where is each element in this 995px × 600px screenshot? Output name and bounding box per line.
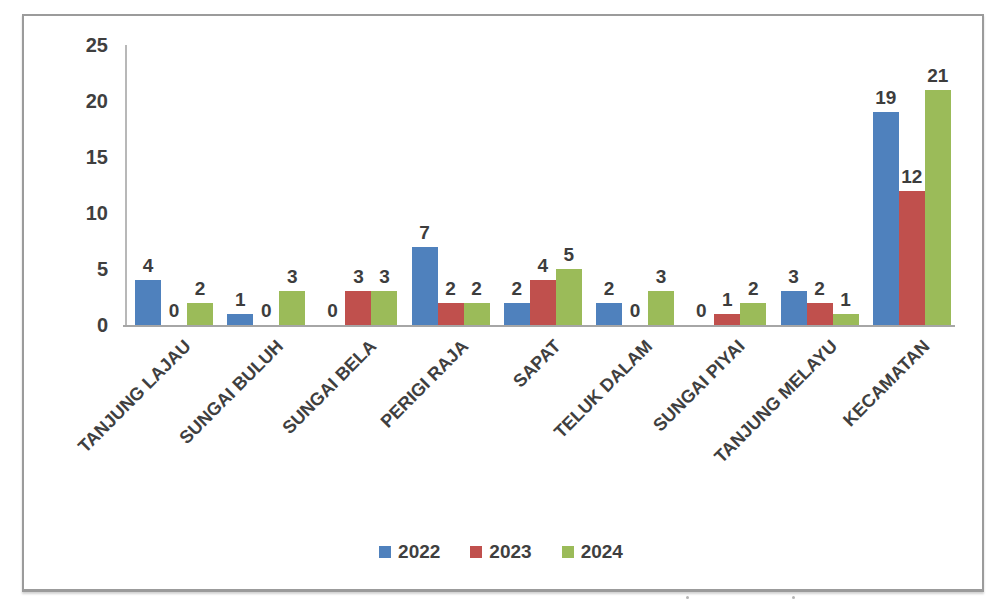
legend-label: 2024 xyxy=(581,541,623,563)
bar-value-label: 7 xyxy=(403,222,447,244)
y-tick-label: 10 xyxy=(38,202,108,224)
cropped-text-artifact xyxy=(686,596,689,599)
bar-2022-sapat xyxy=(504,303,530,325)
y-axis-line xyxy=(125,45,127,325)
legend-swatch-icon xyxy=(379,546,391,558)
bar-value-label: 4 xyxy=(126,255,170,277)
y-tick-label: 0 xyxy=(38,314,108,336)
bar-2024-teluk-dalam xyxy=(648,291,674,325)
legend-swatch-icon xyxy=(562,546,574,558)
bar-value-label: 3 xyxy=(639,266,683,288)
bar-2024-tanjung-lajau xyxy=(187,303,213,325)
bar-value-label: 1 xyxy=(824,289,868,311)
bar-2022-kecamatan xyxy=(873,112,899,325)
y-tick-label: 20 xyxy=(38,90,108,112)
bar-2023-sapat xyxy=(530,280,556,325)
legend-item-2023: 2023 xyxy=(470,541,531,563)
bar-2024-sungai-buluh xyxy=(279,291,305,325)
bar-2024-sapat xyxy=(556,269,582,325)
bar-2024-tanjung-melayu xyxy=(833,314,859,325)
bar-2024-perigi-raja xyxy=(464,303,490,325)
y-tick-label: 25 xyxy=(38,34,108,56)
bar-2024-sungai-bela xyxy=(371,291,397,325)
bar-2024-sungai-piyai xyxy=(740,303,766,325)
bar-value-label: 2 xyxy=(455,278,499,300)
bar-value-label: 3 xyxy=(270,266,314,288)
legend: 2022 2023 2024 xyxy=(22,538,980,566)
bar-value-label: 2 xyxy=(178,278,222,300)
bar-2023-perigi-raja xyxy=(438,303,464,325)
legend-label: 2023 xyxy=(489,541,531,563)
bar-value-label: 3 xyxy=(362,266,406,288)
cropped-text-artifact xyxy=(792,596,795,599)
bar-value-label: 2 xyxy=(731,278,775,300)
bar-2023-sungai-piyai xyxy=(714,314,740,325)
legend-item-2022: 2022 xyxy=(379,541,440,563)
bar-value-label: 2 xyxy=(587,278,631,300)
bar-2024-kecamatan xyxy=(925,90,951,325)
y-tick-label: 15 xyxy=(38,146,108,168)
chart-canvas: 0510152025 40210303372224520301232119122… xyxy=(0,0,995,600)
x-axis-line xyxy=(123,325,955,327)
legend-swatch-icon xyxy=(470,546,482,558)
bar-value-label: 5 xyxy=(547,244,591,266)
bar-value-label: 19 xyxy=(864,87,908,109)
legend-item-2024: 2024 xyxy=(562,541,623,563)
bar-2023-kecamatan xyxy=(899,191,925,325)
y-tick-label: 5 xyxy=(38,258,108,280)
legend-label: 2022 xyxy=(398,541,440,563)
bar-value-label: 21 xyxy=(916,65,960,87)
bar-2023-sungai-bela xyxy=(345,291,371,325)
